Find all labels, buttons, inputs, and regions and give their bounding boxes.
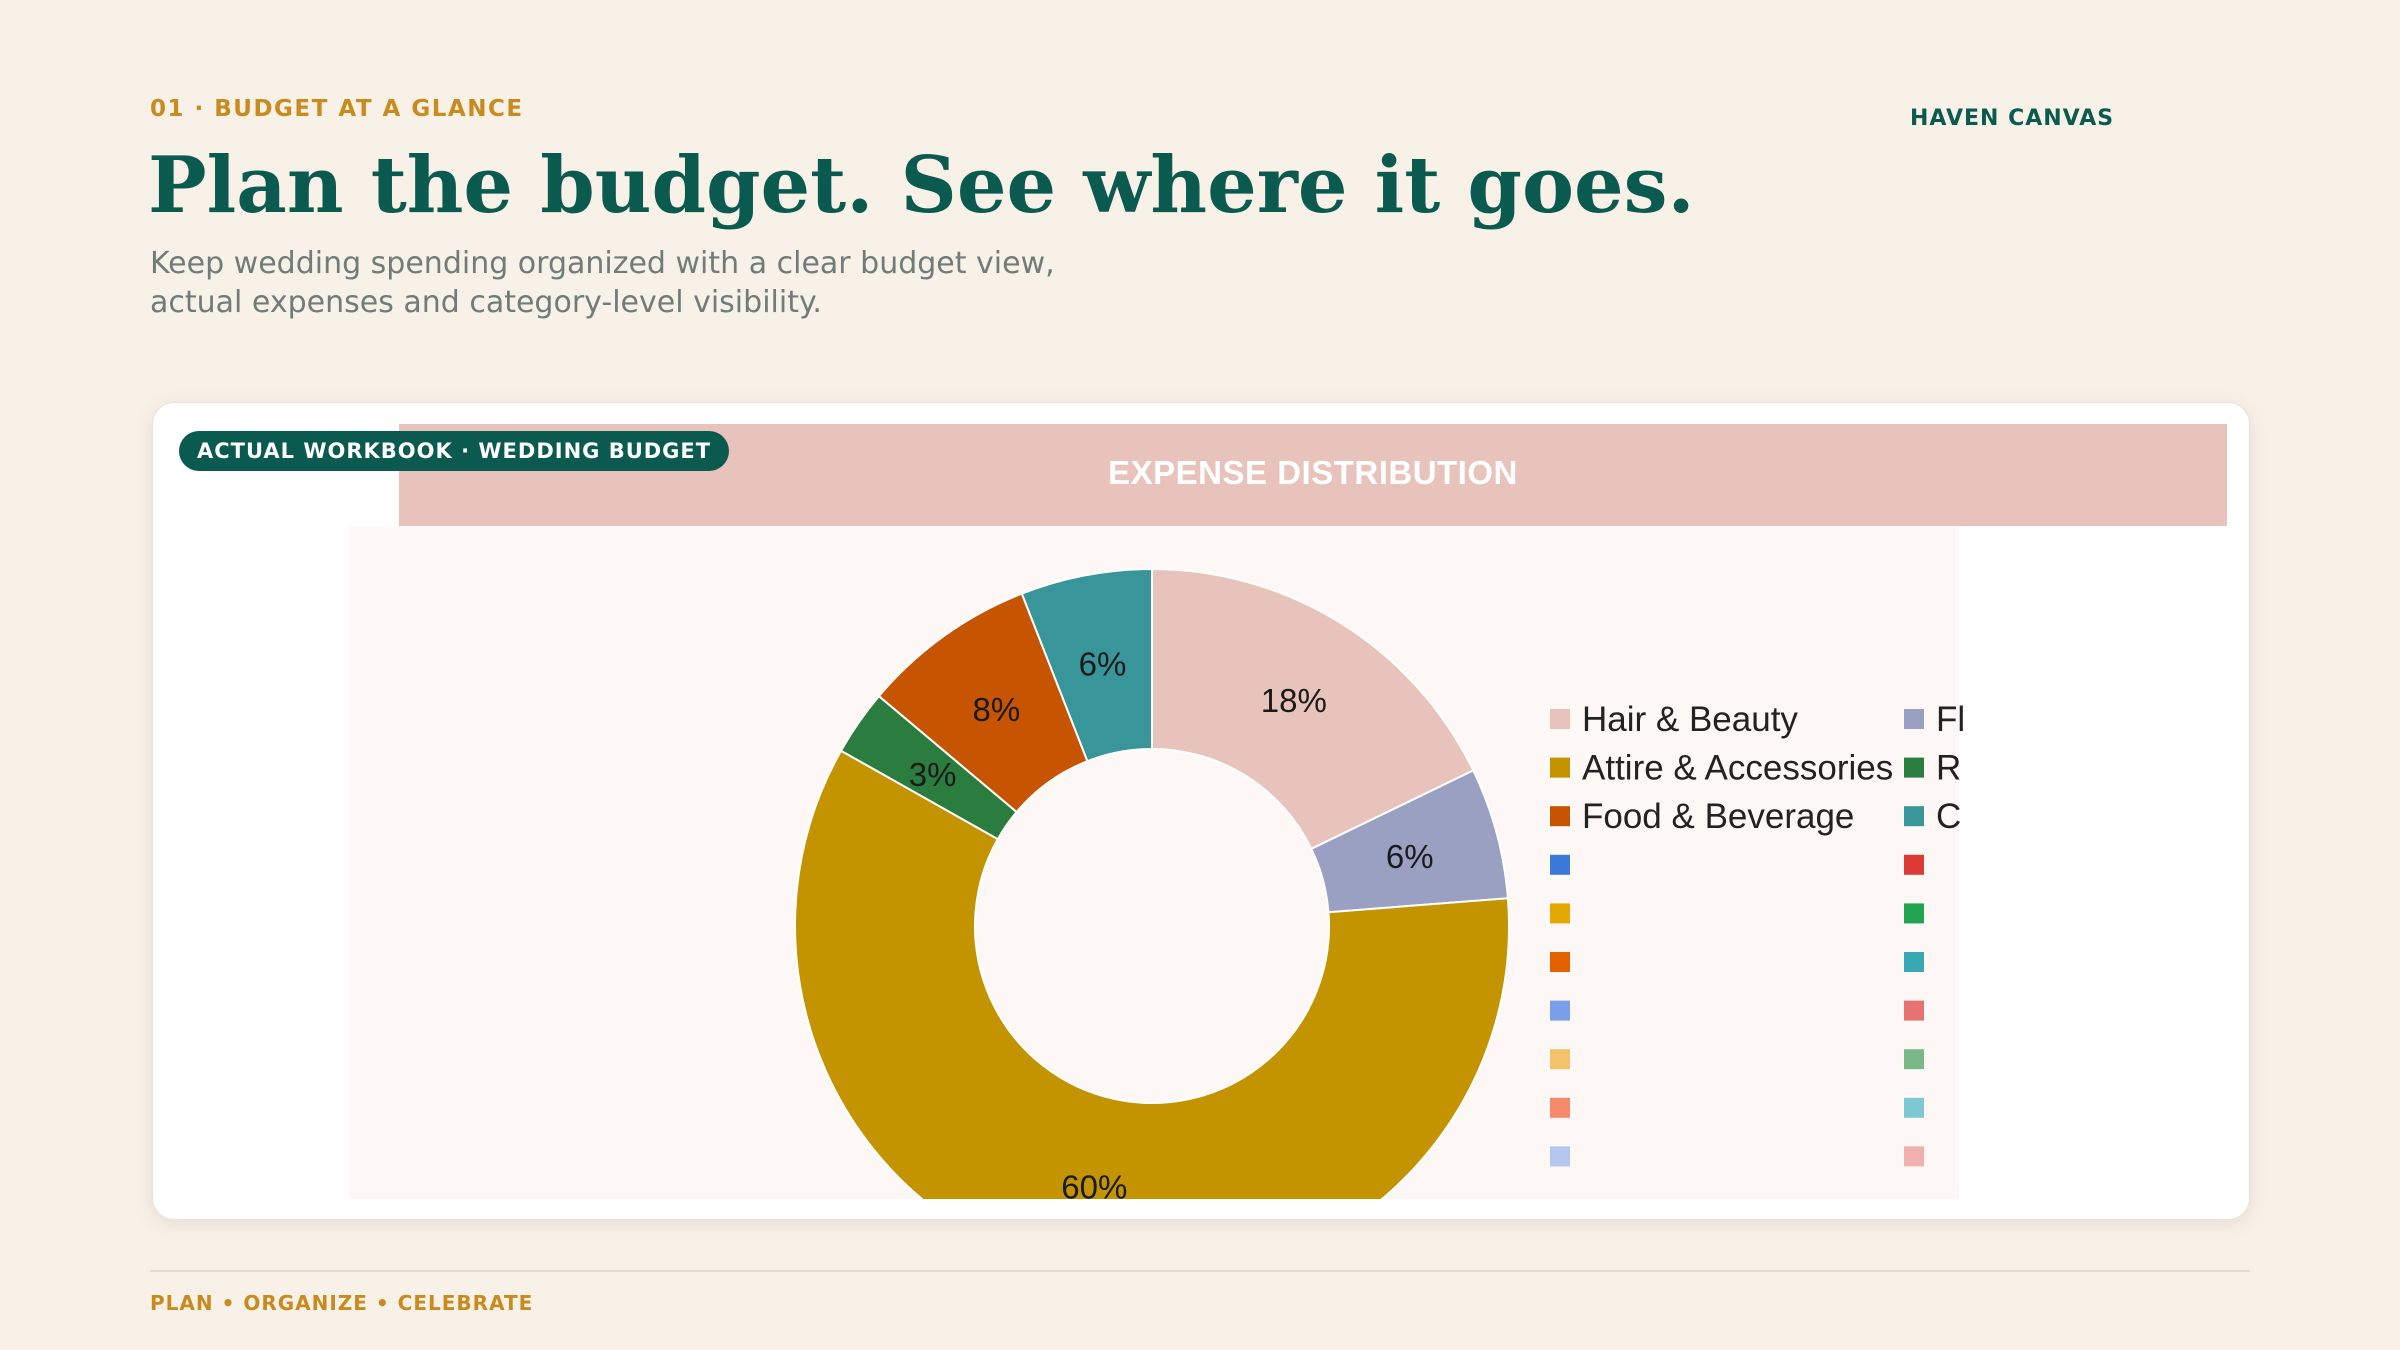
footer-divider bbox=[150, 1270, 2250, 1272]
donut-slice-attire-accessories bbox=[794, 749, 1510, 1199]
legend-swatch bbox=[1550, 854, 1570, 875]
workbook-badge: ACTUAL WORKBOOK · WEDDING BUDGET bbox=[179, 431, 730, 471]
slice-label-c: 6% bbox=[1079, 646, 1127, 683]
brand-name: HAVEN CANVAS bbox=[1910, 106, 2115, 131]
slice-label-hair-beauty: 18% bbox=[1261, 682, 1327, 719]
page-title: Plan the budget. See where it goes. bbox=[148, 140, 1695, 231]
donut-slice-c bbox=[1020, 567, 1153, 763]
legend-label-fl: Fl bbox=[1936, 700, 1965, 739]
legend-swatch bbox=[1904, 757, 1924, 778]
legend-label-hair-beauty: Hair & Beauty bbox=[1582, 700, 1798, 739]
legend-swatch bbox=[1550, 903, 1570, 924]
legend-swatch bbox=[1550, 709, 1570, 729]
legend-label-attire-accessories: Attire & Accessories bbox=[1582, 749, 1893, 788]
expense-donut-chart: 18% 6% 60% 3% 8% 6% Hair & Beauty Attire & Acce… bbox=[794, 567, 1965, 1199]
legend-swatch bbox=[1904, 952, 1924, 972]
legend-swatch bbox=[1904, 903, 1924, 924]
legend-swatch bbox=[1550, 1146, 1570, 1167]
legend-swatch bbox=[1550, 1049, 1570, 1070]
legend-swatch bbox=[1904, 1146, 1924, 1167]
legend-swatch bbox=[1904, 1000, 1924, 1021]
legend-label-food-beverage: Food & Beverage bbox=[1582, 797, 1854, 836]
chart-title: EXPENSE DISTRIBUTION bbox=[1108, 454, 1518, 491]
slice-label-food-beverage: 8% bbox=[973, 691, 1021, 728]
slice-label-attire-accessories: 60% bbox=[1061, 1169, 1127, 1199]
legend-label-r: R bbox=[1936, 749, 1961, 788]
legend-swatch bbox=[1904, 806, 1924, 827]
chart-legend: Hair & Beauty Attire & Accessories Food & … bbox=[1550, 700, 1965, 1167]
slice-label-fl: 6% bbox=[1386, 838, 1434, 875]
section-eyebrow: 01 · BUDGET AT A GLANCE bbox=[150, 96, 524, 122]
donut-slice-hair-beauty bbox=[1151, 567, 1475, 851]
legend-label-c: C bbox=[1936, 797, 1961, 836]
legend-swatch bbox=[1904, 854, 1924, 875]
subtitle-line-1: Keep wedding spending organized with a c… bbox=[150, 246, 1055, 281]
subtitle-line-2: actual expenses and category-level visib… bbox=[150, 285, 822, 320]
legend-swatch bbox=[1550, 806, 1570, 827]
legend-swatch bbox=[1550, 952, 1570, 972]
slice-label-r: 3% bbox=[909, 756, 957, 793]
legend-swatch bbox=[1550, 1000, 1570, 1021]
workbook-card: EXPENSE DISTRIBUTION 18% 6% 60% 3% 8% 6% Hair … bbox=[152, 402, 2250, 1220]
legend-swatch bbox=[1904, 1049, 1924, 1070]
page-subtitle: Keep wedding spending organized with a c… bbox=[150, 244, 1055, 322]
legend-swatch bbox=[1904, 1097, 1924, 1118]
legend-swatch bbox=[1550, 1097, 1570, 1118]
legend-swatch bbox=[1550, 757, 1570, 778]
legend-swatch bbox=[1904, 709, 1924, 729]
footer-tagline: PLAN • ORGANIZE • CELEBRATE bbox=[150, 1291, 534, 1315]
